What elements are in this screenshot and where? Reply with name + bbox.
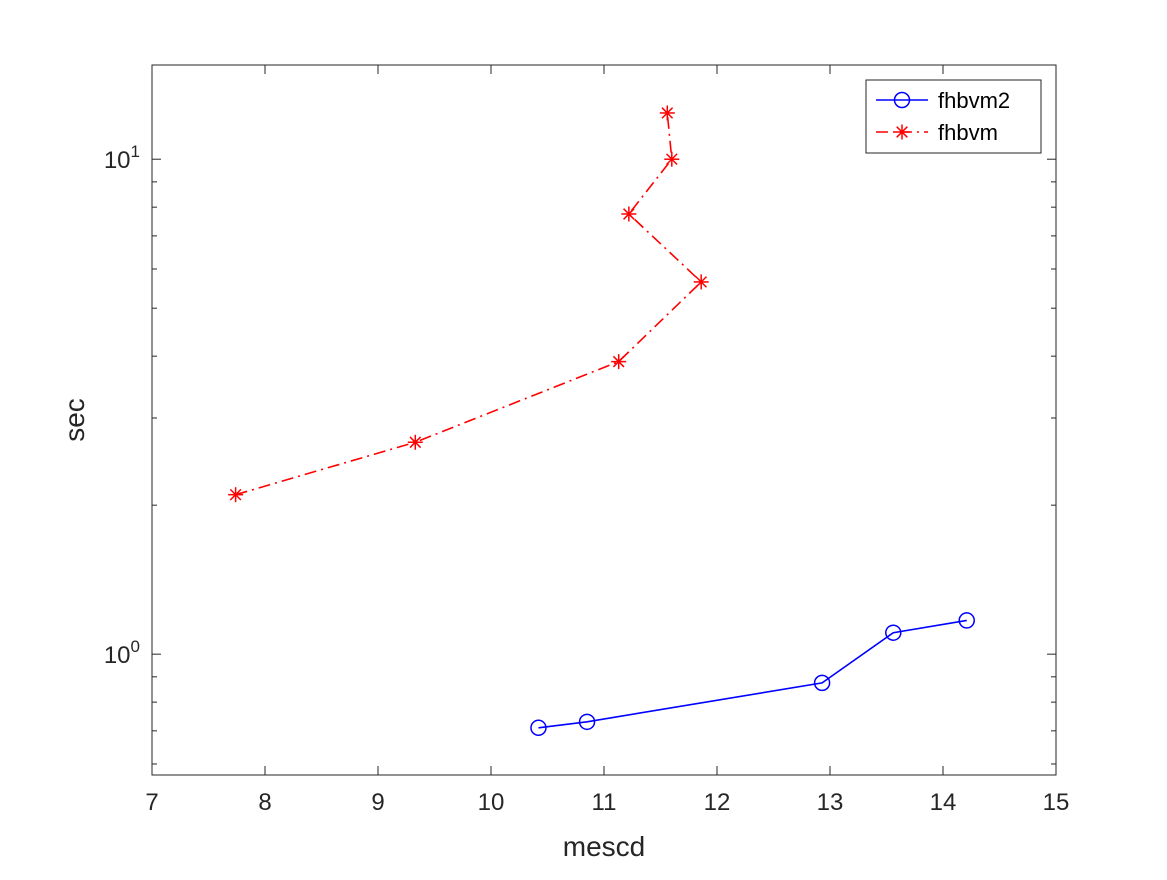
x-axis-label: mescd [563, 831, 645, 862]
marker-stroke [695, 276, 708, 288]
data-point [813, 674, 831, 692]
data-point [611, 354, 627, 370]
x-tick-label: 13 [817, 789, 844, 816]
x-tick-label: 8 [258, 789, 271, 816]
legend: fhbvm2 fhbvm [865, 79, 1042, 154]
legend-label: fhbvm2 [938, 88, 1010, 113]
legend-entry: fhbvm2 [876, 88, 1010, 113]
legend-box [865, 79, 1042, 154]
legend-entry: fhbvm [876, 120, 998, 145]
y-tick-label: 100 [104, 637, 140, 669]
data-point [228, 487, 244, 503]
x-tick-label: 12 [704, 789, 731, 816]
marker-stroke [661, 107, 674, 119]
data-point [621, 206, 637, 222]
series-fhbvm2 [530, 612, 975, 737]
x-tick-label: 10 [478, 789, 505, 816]
data-point [958, 612, 975, 629]
marker-stroke [409, 436, 422, 449]
x-tick-label: 14 [930, 789, 957, 816]
marker-stroke [229, 488, 242, 501]
data-point [578, 713, 596, 731]
legend-label: fhbvm [938, 120, 998, 145]
plot-area [152, 65, 1056, 775]
marker-stroke [623, 208, 635, 220]
marker-stroke [896, 126, 908, 138]
legend-marker [893, 91, 911, 109]
data-point [693, 274, 709, 290]
data-point [530, 719, 547, 737]
legend-marker [894, 124, 910, 140]
x-tick-label: 9 [371, 789, 384, 816]
marker-stroke [665, 153, 678, 166]
series-fhbvm [228, 105, 709, 503]
y-axis-label: sec [59, 398, 90, 442]
x-tick-label: 11 [592, 789, 617, 816]
data-point [885, 624, 902, 641]
x-tick-label: 15 [1043, 789, 1070, 816]
data-point [664, 151, 680, 167]
marker-stroke [612, 355, 625, 368]
data-point [659, 105, 675, 121]
data-point [407, 434, 423, 450]
x-tick-label: 7 [145, 789, 158, 816]
series-line-fhbvm2 [538, 619, 967, 729]
y-tick-label: 101 [104, 142, 140, 174]
